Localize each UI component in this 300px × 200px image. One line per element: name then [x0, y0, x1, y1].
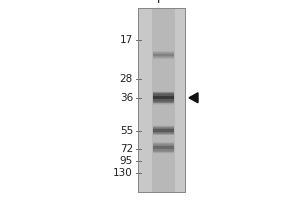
Bar: [153, 92, 174, 103]
Bar: [153, 142, 174, 153]
Bar: [153, 51, 174, 59]
Text: 28: 28: [120, 74, 133, 84]
Text: 95: 95: [120, 156, 133, 166]
Bar: [153, 126, 174, 135]
Bar: [153, 92, 174, 104]
Bar: [153, 142, 174, 154]
Text: 55: 55: [120, 126, 133, 136]
Bar: [153, 52, 174, 58]
Bar: [153, 126, 174, 134]
Bar: [153, 143, 174, 153]
Bar: [153, 125, 174, 135]
Text: 36: 36: [120, 93, 133, 103]
Bar: [153, 129, 174, 132]
Bar: [153, 144, 174, 152]
Bar: [153, 54, 174, 56]
Bar: [138, 8, 185, 192]
Bar: [153, 91, 174, 105]
Bar: [153, 146, 174, 149]
Bar: [153, 53, 174, 57]
Text: HepG2: HepG2: [141, 0, 182, 3]
Bar: [153, 127, 174, 134]
Bar: [153, 51, 174, 59]
Bar: [153, 96, 174, 99]
Bar: [152, 8, 175, 192]
Text: 72: 72: [120, 144, 133, 154]
Polygon shape: [189, 93, 198, 103]
Text: 130: 130: [113, 168, 133, 178]
Bar: [153, 94, 174, 101]
Bar: [153, 143, 174, 152]
Text: 17: 17: [120, 35, 133, 45]
Bar: [153, 51, 174, 59]
Bar: [153, 145, 174, 151]
Bar: [153, 52, 174, 58]
Bar: [153, 128, 174, 133]
Bar: [153, 93, 174, 102]
Bar: [153, 93, 174, 103]
Bar: [153, 127, 174, 134]
